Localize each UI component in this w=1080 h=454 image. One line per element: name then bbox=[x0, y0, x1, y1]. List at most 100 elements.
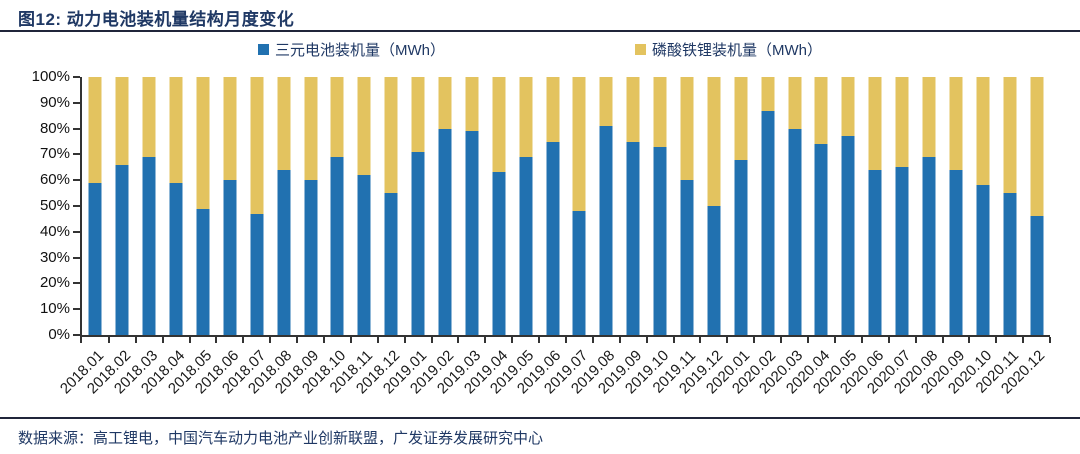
bar-cell-2019.06: 2019.06 bbox=[514, 77, 568, 397]
bar-segment-lfp bbox=[895, 77, 909, 168]
x-axis-tick bbox=[753, 337, 756, 343]
bar-cell-2020.01: 2020.01 bbox=[702, 77, 756, 397]
bar-segment-ternary bbox=[115, 164, 129, 335]
bar-segment-ternary bbox=[599, 126, 613, 335]
data-source-note: 数据来源：高工锂电，中国汽车动力电池产业创新联盟，广发证券发展研究中心 bbox=[18, 431, 544, 447]
stacked-bar bbox=[277, 77, 291, 335]
stacked-bar bbox=[788, 77, 802, 335]
bar-segment-ternary bbox=[223, 180, 237, 335]
legend-item-lfp: 磷酸铁锂装机量（MWh） bbox=[635, 39, 822, 60]
bar-segment-lfp bbox=[814, 77, 828, 145]
stacked-bar bbox=[572, 77, 586, 335]
bar-cell-2019.10: 2019.10 bbox=[622, 77, 675, 397]
y-axis-tick bbox=[73, 282, 80, 285]
bar-segment-ternary bbox=[330, 156, 344, 335]
y-axis-tick-label: 20% bbox=[39, 274, 70, 292]
y-axis-tick-label: 50% bbox=[39, 197, 70, 214]
stacked-bar bbox=[761, 77, 775, 335]
y-axis-tick bbox=[73, 256, 80, 259]
bar-segment-lfp bbox=[330, 77, 344, 157]
stacked-bar bbox=[304, 77, 318, 335]
bar-cell-2018.07: 2018.07 bbox=[218, 77, 272, 397]
bar-segment-ternary bbox=[438, 128, 452, 335]
legend-marker-lfp-icon bbox=[635, 43, 646, 55]
stacked-bar bbox=[1030, 77, 1044, 335]
bar-cell-2019.08: 2019.08 bbox=[568, 77, 621, 397]
bar-segment-ternary bbox=[895, 167, 909, 335]
bar-cell-2018.12: 2018.12 bbox=[353, 77, 406, 397]
bar-segment-ternary bbox=[492, 172, 506, 335]
bar-segment-lfp bbox=[384, 77, 398, 194]
bar-segment-ternary bbox=[169, 182, 183, 335]
x-axis-tick bbox=[242, 337, 245, 343]
bar-segment-ternary bbox=[734, 159, 748, 335]
bar-cell-2020.08: 2020.08 bbox=[891, 77, 944, 397]
bar-segment-lfp bbox=[223, 77, 237, 181]
y-axis-tick bbox=[73, 179, 80, 182]
x-axis-tick bbox=[887, 337, 890, 343]
bar-segment-ternary bbox=[680, 180, 694, 335]
bar-cell-2020.09: 2020.09 bbox=[918, 77, 971, 397]
bar-cell-2020.04: 2020.04 bbox=[783, 77, 836, 397]
x-axis-tick bbox=[538, 337, 541, 343]
y-axis-tick bbox=[73, 127, 80, 130]
stacked-bar bbox=[438, 77, 452, 335]
bar-cell-2019.04: 2019.04 bbox=[460, 77, 514, 397]
stacked-bar bbox=[250, 77, 264, 335]
bar-segment-lfp bbox=[465, 77, 479, 132]
stacked-bar bbox=[1003, 77, 1017, 335]
stacked-bar bbox=[519, 77, 533, 335]
y-axis-tick bbox=[73, 308, 80, 311]
bar-segment-ternary bbox=[1003, 193, 1017, 335]
stacked-bar bbox=[707, 77, 721, 335]
y-axis-tick bbox=[73, 230, 80, 233]
bar-cell-2019.07: 2019.07 bbox=[541, 77, 594, 397]
stacked-bar bbox=[546, 77, 560, 335]
bar-segment-lfp bbox=[707, 77, 721, 206]
legend-label-lfp: 磷酸铁锂装机量（MWh） bbox=[652, 41, 822, 59]
bar-segment-lfp bbox=[680, 77, 694, 181]
bar-cell-2020.11: 2020.11 bbox=[972, 77, 1025, 397]
legend-marker-ternary-icon bbox=[258, 43, 269, 55]
bar-segment-lfp bbox=[115, 77, 129, 165]
bar-cell-2018.10: 2018.10 bbox=[299, 77, 352, 397]
y-axis-tick-label: 70% bbox=[39, 145, 70, 163]
bar-segment-ternary bbox=[357, 175, 371, 335]
bar-segment-lfp bbox=[626, 77, 640, 142]
bar-segment-ternary bbox=[653, 146, 667, 335]
x-axis-tick bbox=[672, 337, 675, 343]
stacked-bar bbox=[949, 77, 963, 335]
bar-cell-2018.01: 2018.01 bbox=[57, 77, 110, 397]
bar-segment-lfp bbox=[734, 77, 748, 160]
x-axis-tick bbox=[296, 337, 299, 343]
bar-segment-ternary bbox=[788, 128, 802, 335]
bar-cell-2019.02: 2019.02 bbox=[407, 77, 460, 397]
stacked-bar bbox=[922, 77, 936, 335]
figure-title: 图12: 动力电池装机量结构月度变化 bbox=[18, 10, 295, 29]
y-axis-tick-label: 30% bbox=[39, 248, 70, 266]
stacked-bar bbox=[411, 77, 425, 335]
x-axis-tick bbox=[591, 337, 594, 343]
bar-cell-2018.02: 2018.02 bbox=[84, 77, 137, 397]
x-axis-tick bbox=[215, 337, 218, 343]
bar-segment-lfp bbox=[1030, 77, 1044, 217]
bar-cell-2018.11: 2018.11 bbox=[327, 77, 379, 397]
x-axis-tick bbox=[941, 337, 944, 343]
y-axis-tick bbox=[73, 205, 80, 207]
stacked-bar bbox=[492, 77, 506, 335]
x-axis-tick bbox=[269, 337, 272, 343]
bar-cell-2018.08: 2018.08 bbox=[245, 77, 299, 397]
bar-segment-lfp bbox=[169, 77, 183, 183]
x-axis-tick bbox=[565, 337, 568, 343]
y-axis-tick-label: 100% bbox=[31, 68, 70, 85]
bar-segment-ternary bbox=[411, 151, 425, 335]
y-axis-tick-label: 60% bbox=[39, 171, 70, 189]
x-axis-tick bbox=[430, 337, 433, 343]
x-axis-tick bbox=[134, 337, 137, 343]
bar-segment-lfp bbox=[250, 77, 264, 214]
bar-segment-lfp bbox=[976, 77, 990, 186]
bar-cell-2020.05: 2020.05 bbox=[810, 77, 863, 397]
bar-segment-ternary bbox=[707, 206, 721, 335]
x-axis-tick bbox=[833, 337, 836, 343]
